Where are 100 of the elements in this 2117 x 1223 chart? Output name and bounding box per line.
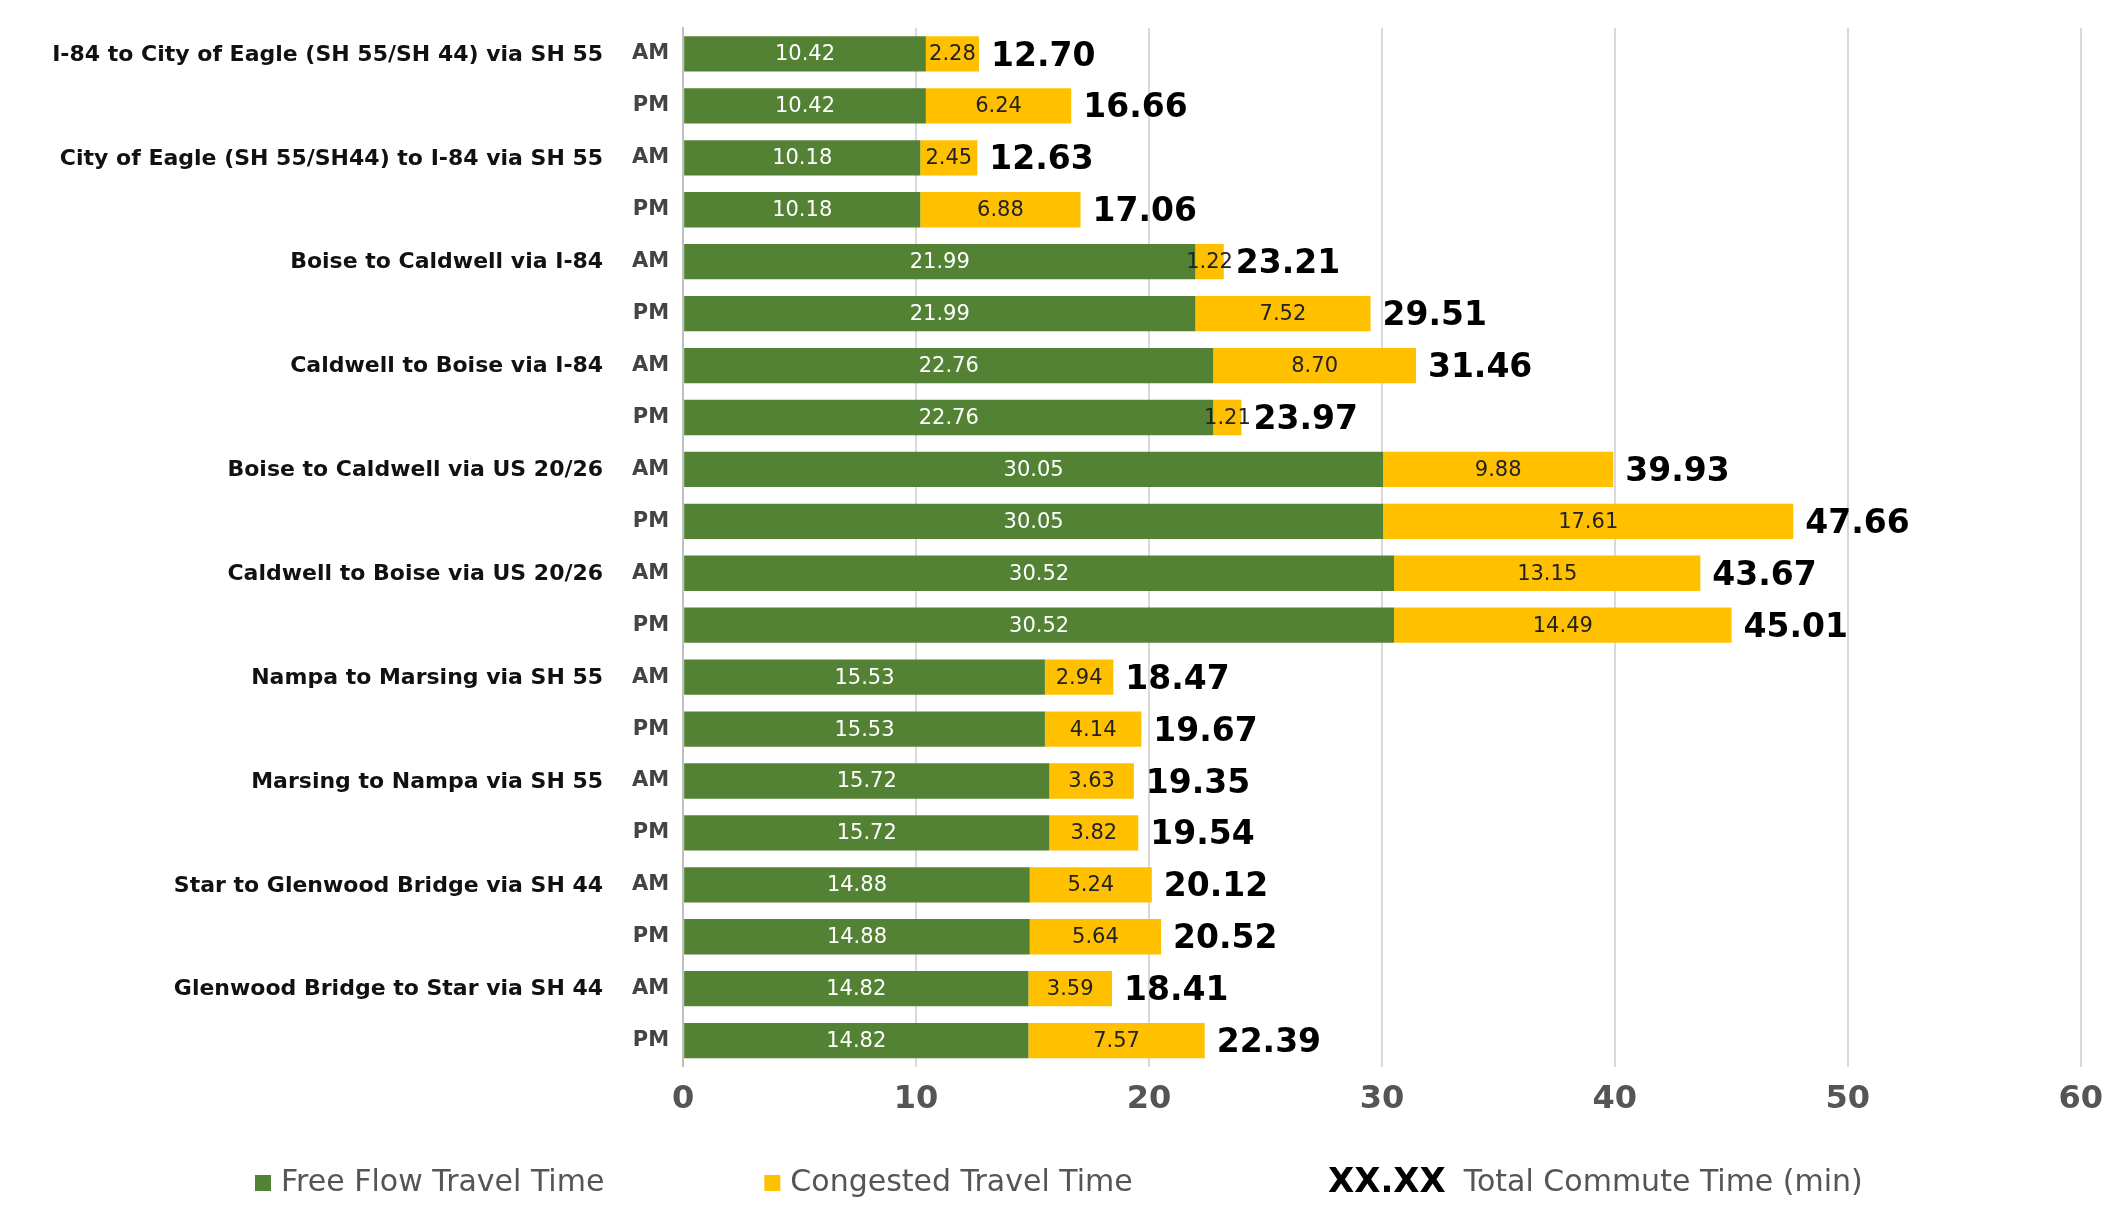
total-label: 43.67 bbox=[1712, 553, 1817, 593]
bar bbox=[684, 555, 1395, 591]
y-tick-label: AM bbox=[631, 871, 670, 896]
text: 30.05 bbox=[1003, 456, 1064, 481]
y-tick-label: PM bbox=[632, 300, 670, 325]
bar bbox=[684, 763, 1050, 799]
text: 4.14 bbox=[1069, 716, 1117, 741]
total-label: 29.51 bbox=[1382, 294, 1487, 334]
bar bbox=[1049, 815, 1139, 851]
bar bbox=[1029, 867, 1152, 903]
text: Caldwell to Boise via US 20/26 bbox=[227, 559, 604, 585]
bar bbox=[1394, 607, 1732, 643]
bar bbox=[1044, 711, 1142, 747]
total-label: 19.54 bbox=[1150, 813, 1255, 853]
text: 30.05 bbox=[1003, 508, 1064, 533]
text: 15.72 bbox=[836, 820, 897, 845]
bar bbox=[684, 815, 1050, 851]
total-label: 39.93 bbox=[1625, 449, 1730, 489]
text: 2.94 bbox=[1055, 664, 1103, 689]
text: 14.82 bbox=[826, 1028, 887, 1053]
text: Star to Glenwood Bridge via SH 44 bbox=[173, 871, 604, 897]
text: 21.99 bbox=[909, 249, 970, 274]
text: 2.45 bbox=[925, 145, 973, 170]
text: Boise to Caldwell via US 20/26 bbox=[227, 456, 604, 482]
y-tick-label: AM bbox=[631, 144, 670, 169]
total-label: 19.67 bbox=[1153, 709, 1258, 749]
total-label: 22.39 bbox=[1216, 1021, 1322, 1061]
total-label: 17.06 bbox=[1092, 190, 1197, 230]
total-label: 18.47 bbox=[1125, 657, 1230, 697]
y-tick-label: AM bbox=[631, 975, 670, 1000]
total-label: 23.21 bbox=[1235, 242, 1341, 282]
bar bbox=[1029, 919, 1162, 955]
text: 6.24 bbox=[975, 93, 1022, 118]
y-tick-label: AM bbox=[631, 663, 670, 688]
bar bbox=[684, 295, 1196, 332]
total-label: 12.63 bbox=[989, 138, 1094, 178]
text: 15.53 bbox=[834, 664, 895, 689]
y-tick-label: AM bbox=[631, 248, 670, 273]
bar bbox=[684, 971, 1029, 1007]
y-tick-label: AM bbox=[631, 455, 670, 480]
total-label: 20.12 bbox=[1163, 865, 1269, 905]
y-tick-label: PM bbox=[632, 819, 670, 844]
text: 2.28 bbox=[929, 41, 976, 66]
x-tick-label: 0 bbox=[672, 1078, 695, 1117]
text: 5.64 bbox=[1072, 924, 1119, 949]
text: 9.88 bbox=[1474, 456, 1522, 481]
bar bbox=[925, 88, 1072, 124]
text: Boise to Caldwell via I-84 bbox=[290, 248, 604, 274]
text: 3.82 bbox=[1070, 820, 1118, 845]
y-tick-label: PM bbox=[632, 92, 670, 117]
text: 6.88 bbox=[977, 197, 1024, 222]
y-tick-label: AM bbox=[631, 352, 670, 376]
text: 15.72 bbox=[836, 768, 897, 793]
total-label: 47.66 bbox=[1805, 501, 1910, 541]
text: 14.49 bbox=[1532, 612, 1593, 637]
total-label: 12.70 bbox=[990, 34, 1096, 74]
y-tick-label: PM bbox=[632, 715, 670, 740]
y-tick-label: AM bbox=[631, 767, 670, 792]
bar bbox=[684, 919, 1030, 955]
text: 7.52 bbox=[1259, 301, 1307, 326]
total-label: 19.35 bbox=[1145, 761, 1251, 801]
x-tick-label: 10 bbox=[893, 1078, 939, 1117]
bar bbox=[1383, 503, 1794, 539]
text: 22.76 bbox=[918, 404, 979, 429]
bar bbox=[684, 451, 1384, 488]
y-tick-label: AM bbox=[631, 559, 670, 584]
text: 17.61 bbox=[1558, 508, 1619, 533]
bar bbox=[1394, 555, 1701, 591]
text: XX.XX bbox=[1328, 1159, 1446, 1200]
bar bbox=[920, 192, 1081, 228]
bar bbox=[684, 659, 1045, 695]
text: Total Commute Time (min) bbox=[1462, 1162, 1863, 1198]
y-tick-label: PM bbox=[632, 1027, 670, 1052]
text: 14.82 bbox=[826, 976, 887, 1001]
text: Caldwell to Boise via I-84 bbox=[290, 352, 604, 378]
text: City of Eagle (SH 55/SH44) to I-84 via SH 55 bbox=[59, 144, 604, 170]
text: 8.70 bbox=[1291, 353, 1339, 377]
x-tick-label: 30 bbox=[1359, 1078, 1405, 1117]
y-tick-label: PM bbox=[632, 923, 670, 948]
total-label: 31.46 bbox=[1427, 346, 1533, 386]
bar bbox=[1383, 451, 1614, 488]
text: 13.15 bbox=[1517, 560, 1578, 585]
text: 3.63 bbox=[1068, 768, 1115, 793]
text: 5.24 bbox=[1067, 872, 1115, 897]
bar bbox=[684, 503, 1384, 539]
text: 14.88 bbox=[826, 924, 888, 949]
bar bbox=[684, 1022, 1029, 1059]
text: 14.88 bbox=[826, 872, 888, 897]
total-label: 18.41 bbox=[1123, 969, 1229, 1009]
text: 10.18 bbox=[772, 197, 833, 222]
bar bbox=[684, 347, 1214, 384]
x-tick-label: 50 bbox=[1825, 1078, 1871, 1117]
bar bbox=[684, 607, 1395, 643]
total-label: 45.01 bbox=[1743, 605, 1848, 645]
bar bbox=[684, 711, 1045, 747]
y-tick-label: PM bbox=[632, 507, 670, 532]
text: Glenwood Bridge to Star via SH 44 bbox=[173, 975, 604, 1001]
text: 21.99 bbox=[909, 301, 970, 326]
bar bbox=[684, 88, 926, 124]
bar bbox=[1049, 763, 1134, 799]
